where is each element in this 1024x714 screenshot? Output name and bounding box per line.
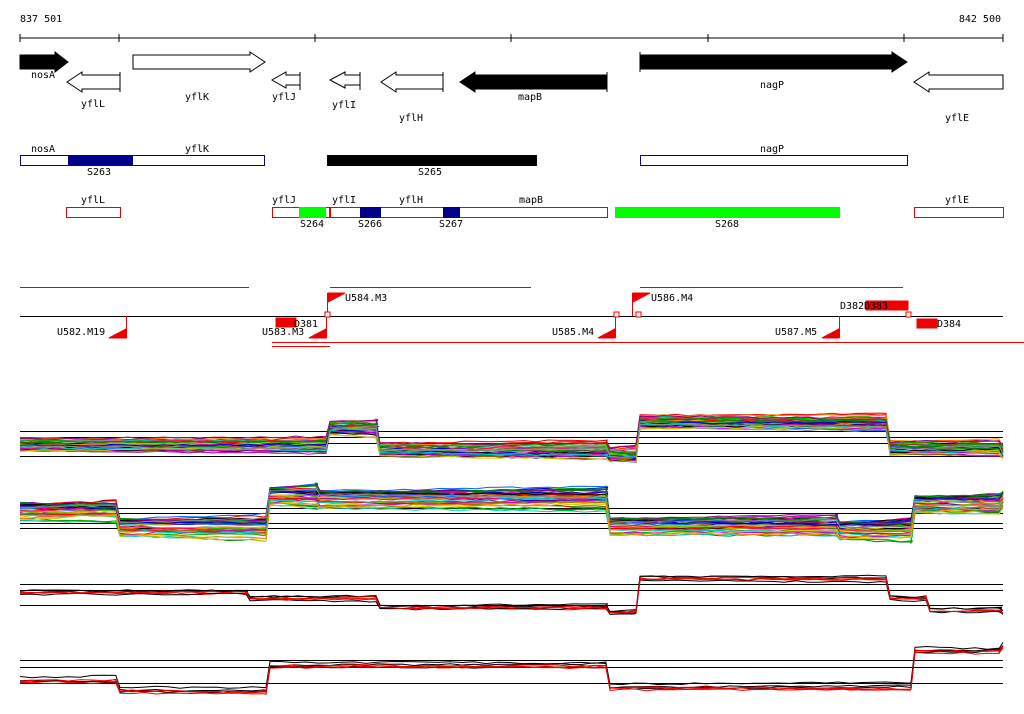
gene-label: nosA	[31, 70, 55, 81]
expression-line	[19, 424, 1004, 460]
gene-label: yflE	[945, 113, 969, 124]
transcript-label: yflL	[81, 195, 105, 206]
expression-line	[19, 495, 1004, 532]
transcript-label: yflI	[332, 195, 356, 206]
expression-line	[19, 496, 1004, 540]
terminator-label: D384	[937, 319, 961, 330]
gene-label: nagP	[760, 80, 784, 91]
transcript-label: S264	[300, 219, 324, 230]
transcript-label: yflJ	[272, 195, 296, 206]
expression-line	[20, 577, 1004, 614]
transcript-label: S266	[358, 219, 382, 230]
terminator-label: D382	[840, 301, 864, 312]
operon-row	[20, 155, 908, 166]
expression-line	[19, 503, 1004, 542]
gene-arrows	[19, 50, 1004, 93]
expression-line	[19, 422, 1004, 458]
regulation-row	[20, 287, 1024, 347]
operon-label: S265	[418, 167, 442, 178]
gene-label: yflL	[81, 99, 105, 110]
expression-line	[19, 418, 1004, 457]
transcript-label: yflE	[945, 195, 969, 206]
expression-line	[20, 416, 1004, 452]
operon-label: nosA	[31, 144, 55, 155]
terminator-label: D383	[864, 301, 888, 312]
operon-label: S263	[87, 167, 111, 178]
expression-line	[19, 425, 1004, 464]
expression-line	[19, 577, 1004, 614]
ruler	[19, 34, 1004, 42]
expression-line	[19, 412, 1004, 451]
promoter-label: U583.M3	[262, 327, 304, 338]
promoter-label: U584.M3	[345, 293, 387, 304]
gene-label: yflI	[332, 100, 356, 111]
gene-label: yflH	[399, 113, 423, 124]
transcript-row	[66, 207, 1004, 218]
gene-label: yflK	[185, 92, 209, 103]
transcript-label: S268	[715, 219, 739, 230]
expression-line	[19, 481, 1004, 523]
expression-line	[19, 574, 1004, 613]
promoter-label: U586.M4	[651, 293, 693, 304]
expression-line	[19, 500, 1004, 540]
promoter-label: U585.M4	[552, 327, 594, 338]
transcript-label: mapB	[519, 195, 543, 206]
promoter-label: U587.M5	[775, 327, 817, 338]
transcript-label: yflH	[399, 195, 423, 206]
expression-line	[19, 413, 1004, 451]
operon-label: nagP	[760, 144, 784, 155]
operon-label: yflK	[185, 144, 209, 155]
ruler-end: 842 500	[959, 14, 1001, 25]
expression-line	[19, 645, 1004, 693]
gene-label: yflJ	[272, 92, 296, 103]
expression-profiles	[19, 412, 1004, 696]
promoter-label: U582.M19	[57, 327, 105, 338]
expression-line	[19, 420, 1004, 460]
transcript-label: S267	[439, 219, 463, 230]
expression-line	[19, 487, 1004, 528]
expression-line	[19, 641, 1004, 689]
terminator-label: D381	[294, 319, 318, 330]
ruler-start: 837 501	[20, 14, 62, 25]
expression-line	[19, 645, 1004, 694]
gene-label: mapB	[518, 92, 542, 103]
expression-line	[19, 576, 1004, 614]
